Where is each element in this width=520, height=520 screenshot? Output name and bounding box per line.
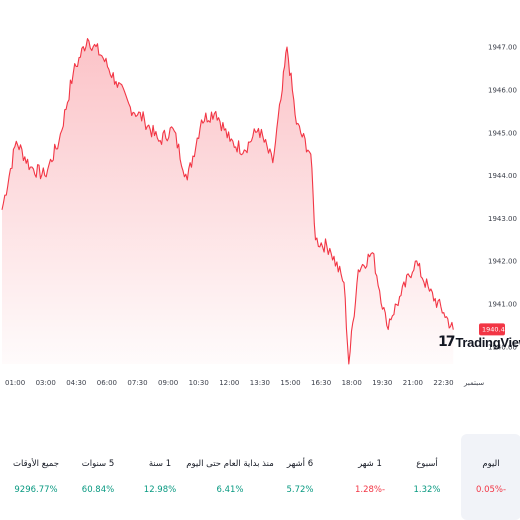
- period-change-value: 60.84%: [81, 485, 115, 495]
- period-change-value: 1.32%: [413, 485, 441, 495]
- performance-periods: اليوم 0.05%- أسبوع 1.32% 1 شهر 1.28%- 6 أشهر 5.…: [0, 434, 520, 520]
- period-change-value: 5.72%: [286, 485, 314, 495]
- x-axis-tick: 01:00: [5, 379, 25, 387]
- period-label: 5 سنوات: [81, 459, 115, 469]
- x-axis-tick: 10:30: [189, 379, 209, 387]
- period-label: أسبوع: [416, 459, 438, 469]
- period-1[interactable]: أسبوع 1.32%: [397, 434, 457, 520]
- chart-canvas[interactable]: 1947.00 1946.00 1945.00 1944.00 1943.00 1942.…: [0, 0, 520, 400]
- x-axis-tick: 07:30: [127, 379, 147, 387]
- period-label: 6 أشهر: [286, 459, 314, 469]
- period-change-value: 6.41%: [216, 485, 244, 495]
- x-axis-tick: 03:00: [36, 379, 56, 387]
- period-7[interactable]: جميع الأوقات 9296.77%: [6, 434, 66, 520]
- tradingview-logo[interactable]: 17 TradingView: [438, 333, 520, 351]
- period-2[interactable]: 1 شهر 1.28%-: [340, 434, 400, 520]
- price-line: [1, 38, 454, 365]
- y-axis-tick: 1946.00: [488, 86, 517, 94]
- price-chart[interactable]: 1947.00 1946.00 1945.00 1944.00 1943.00 1942.…: [0, 0, 520, 400]
- last-price-value: 1940.41: [482, 326, 509, 334]
- period-3[interactable]: 6 أشهر 5.72%: [270, 434, 330, 520]
- period-change-value: 12.98%: [143, 485, 177, 495]
- x-axis-month-label: سبتمبر: [463, 379, 484, 387]
- x-axis-tick: 04:30: [66, 379, 86, 387]
- period-6[interactable]: 5 سنوات 60.84%: [68, 434, 128, 520]
- period-4[interactable]: منذ بداية العام حتى اليوم 6.41%: [186, 434, 273, 520]
- x-axis-tick: 19:30: [372, 379, 392, 387]
- x-axis-tick: 18:00: [342, 379, 362, 387]
- tradingview-mark-icon: 17: [438, 334, 456, 350]
- x-axis-tick: 16:30: [311, 379, 331, 387]
- period-label: 1 سنة: [148, 459, 172, 469]
- tradingview-wordmark: TradingView: [455, 334, 520, 350]
- period-5[interactable]: 1 سنة 12.98%: [130, 434, 190, 520]
- period-change-value: 0.05%-: [475, 485, 507, 495]
- x-axis-tick: 22:30: [433, 379, 453, 387]
- y-axis-tick: 1942.00: [488, 258, 517, 266]
- period-label: اليوم: [482, 459, 500, 469]
- last-price-badge: [479, 323, 505, 336]
- y-axis-tick: 1945.00: [488, 129, 517, 137]
- x-axis-tick: 09:00: [158, 379, 178, 387]
- period-label: جميع الأوقات: [13, 459, 59, 469]
- period-0[interactable]: اليوم 0.05%-: [461, 434, 520, 520]
- x-axis-tick: 12:00: [219, 379, 239, 387]
- y-axis-tick: 1944.00: [488, 172, 517, 180]
- x-axis-tick: 06:00: [97, 379, 117, 387]
- x-axis-tick: 21:00: [403, 379, 423, 387]
- y-axis-tick: 1947.00: [488, 44, 517, 52]
- period-change-value: 9296.77%: [14, 485, 58, 495]
- y-axis-tick: 1943.00: [488, 215, 517, 223]
- x-axis-tick: 13:30: [250, 379, 270, 387]
- y-axis-tick: 1941.00: [488, 301, 517, 309]
- period-label: 1 شهر: [358, 459, 382, 469]
- x-axis-tick: 15:00: [280, 379, 300, 387]
- y-axis-tick: 1940.00: [488, 343, 517, 351]
- price-area-fill: [2, 38, 454, 364]
- period-label: منذ بداية العام حتى اليوم: [186, 459, 274, 469]
- period-change-value: 1.28%-: [354, 485, 386, 495]
